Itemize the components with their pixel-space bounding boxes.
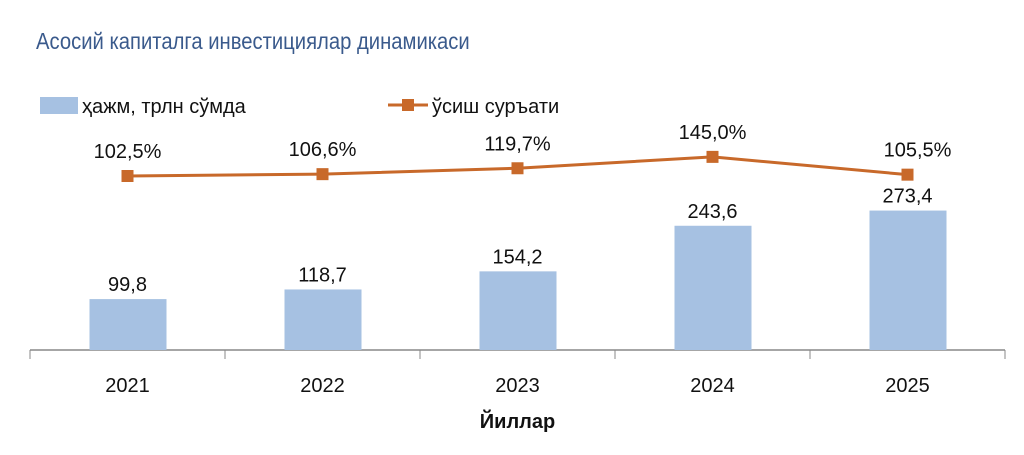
- x-tick-label: 2024: [690, 375, 735, 397]
- x-tick-label: 2023: [495, 375, 540, 397]
- bar-2022: [284, 289, 362, 350]
- bar-2025: [869, 210, 947, 350]
- line-label-2024: 145,0%: [679, 122, 747, 144]
- line-marker-2023: [511, 162, 524, 175]
- x-tick-label: 2022: [300, 375, 345, 397]
- line-marker-2021: [121, 170, 134, 182]
- line-label-2022: 106,6%: [289, 139, 357, 161]
- line-marker-2022: [316, 168, 329, 181]
- line-label-2025: 105,5%: [884, 140, 952, 162]
- line-marker-2024: [706, 150, 719, 163]
- bar-label-2025: 273,4: [882, 186, 932, 208]
- x-axis-title: Йиллар: [480, 409, 555, 433]
- bar-2024: [674, 225, 752, 350]
- line-marker-2025: [901, 168, 914, 181]
- bar-2021: [89, 299, 167, 350]
- x-tick-label: 2021: [105, 375, 150, 397]
- legend-bar-label: ҳажм, трлн сўмда: [82, 96, 247, 118]
- legend-bar-swatch: [40, 97, 78, 114]
- line-label-2021: 102,5%: [94, 141, 162, 163]
- legend-line-label: ўсиш суръати: [432, 96, 559, 118]
- chart-title: Асосий капиталга инвестициялар динамикас…: [36, 28, 470, 54]
- bar-label-2024: 243,6: [687, 201, 737, 223]
- bar-2023: [479, 271, 557, 350]
- line-label-2023: 119,7%: [484, 133, 551, 155]
- legend-line-marker: [402, 99, 414, 111]
- bar-label-2021: 99,8: [108, 274, 147, 296]
- bar-label-2023: 154,2: [492, 246, 542, 268]
- bar-label-2022: 118,7: [298, 264, 347, 286]
- x-tick-label: 2025: [885, 375, 930, 397]
